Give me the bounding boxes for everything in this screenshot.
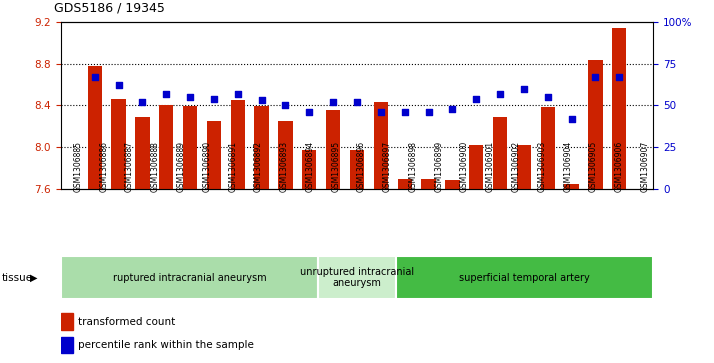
- Bar: [588, 60, 603, 189]
- Bar: [540, 107, 555, 189]
- Text: GSM1306898: GSM1306898: [408, 141, 418, 192]
- Text: GSM1306890: GSM1306890: [202, 141, 211, 192]
- Point: [184, 94, 196, 100]
- Text: tissue: tissue: [1, 273, 33, 283]
- Bar: [493, 117, 507, 189]
- Point: [565, 116, 577, 122]
- Point: [423, 109, 434, 115]
- Text: GSM1306902: GSM1306902: [512, 141, 521, 192]
- Text: GSM1306901: GSM1306901: [486, 141, 495, 192]
- Text: GSM1306892: GSM1306892: [254, 141, 263, 192]
- Text: superficial temporal artery: superficial temporal artery: [459, 273, 590, 283]
- Text: GSM1306896: GSM1306896: [357, 141, 366, 192]
- Point: [280, 102, 291, 108]
- Bar: [398, 179, 412, 189]
- Text: GSM1306904: GSM1306904: [563, 141, 572, 192]
- Text: ruptured intracranial aneurysm: ruptured intracranial aneurysm: [113, 273, 266, 283]
- Point: [613, 74, 625, 80]
- Bar: [612, 28, 626, 189]
- Point: [137, 99, 149, 105]
- Bar: [88, 66, 102, 189]
- Text: GSM1306885: GSM1306885: [74, 141, 83, 192]
- Point: [328, 99, 339, 105]
- Bar: [111, 99, 126, 189]
- Bar: [159, 105, 174, 189]
- Text: GSM1306897: GSM1306897: [383, 141, 392, 192]
- Text: ▶: ▶: [30, 273, 38, 283]
- Bar: [421, 179, 436, 189]
- Point: [494, 91, 506, 97]
- Text: GSM1306903: GSM1306903: [538, 141, 546, 192]
- Text: GSM1306894: GSM1306894: [306, 141, 314, 192]
- Text: GSM1306891: GSM1306891: [228, 141, 237, 192]
- Point: [256, 97, 267, 103]
- Text: GSM1306887: GSM1306887: [125, 141, 134, 192]
- Point: [208, 96, 220, 102]
- Point: [542, 94, 553, 100]
- Bar: [61, 313, 73, 330]
- Bar: [350, 150, 364, 189]
- Bar: [446, 180, 460, 189]
- Bar: [254, 106, 268, 189]
- Point: [89, 74, 101, 80]
- Text: GSM1306888: GSM1306888: [151, 141, 160, 192]
- Point: [161, 91, 172, 97]
- Bar: [61, 256, 318, 299]
- Bar: [302, 150, 316, 189]
- Text: GSM1306907: GSM1306907: [640, 141, 650, 192]
- Text: GDS5186 / 19345: GDS5186 / 19345: [54, 1, 164, 15]
- Point: [351, 99, 363, 105]
- Bar: [207, 121, 221, 189]
- Point: [113, 82, 124, 88]
- Point: [375, 109, 386, 115]
- Bar: [183, 106, 197, 189]
- Bar: [318, 256, 396, 299]
- Bar: [373, 102, 388, 189]
- Text: GSM1306889: GSM1306889: [176, 141, 186, 192]
- Bar: [396, 256, 653, 299]
- Bar: [136, 117, 150, 189]
- Text: GSM1306900: GSM1306900: [460, 141, 469, 192]
- Bar: [517, 145, 531, 189]
- Point: [590, 74, 601, 80]
- Text: GSM1306895: GSM1306895: [331, 141, 341, 192]
- Text: GSM1306906: GSM1306906: [615, 141, 623, 192]
- Point: [303, 109, 315, 115]
- Text: GSM1306905: GSM1306905: [589, 141, 598, 192]
- Point: [518, 86, 530, 91]
- Point: [471, 96, 482, 102]
- Bar: [326, 110, 341, 189]
- Text: percentile rank within the sample: percentile rank within the sample: [79, 340, 254, 350]
- Text: GSM1306899: GSM1306899: [434, 141, 443, 192]
- Text: GSM1306893: GSM1306893: [280, 141, 288, 192]
- Bar: [469, 145, 483, 189]
- Point: [232, 91, 243, 97]
- Text: unruptured intracranial
aneurysm: unruptured intracranial aneurysm: [300, 267, 414, 289]
- Text: GSM1306886: GSM1306886: [99, 141, 109, 192]
- Point: [399, 109, 411, 115]
- Bar: [564, 184, 578, 189]
- Text: transformed count: transformed count: [79, 317, 176, 327]
- Bar: [278, 121, 293, 189]
- Bar: [231, 100, 245, 189]
- Bar: [61, 337, 73, 354]
- Point: [447, 106, 458, 111]
